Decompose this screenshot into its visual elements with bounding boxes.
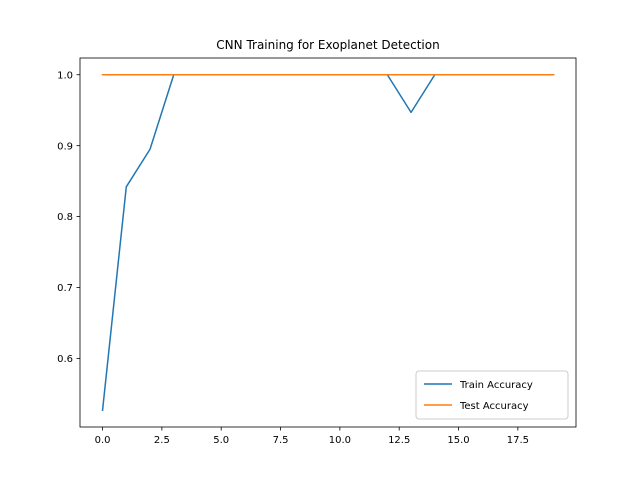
- x-tick-label: 0.0: [95, 435, 111, 446]
- x-tick-label: 7.5: [273, 435, 289, 446]
- x-tick-label: 10.0: [329, 435, 351, 446]
- y-tick-label: 1.0: [57, 70, 73, 81]
- y-tick-label: 0.7: [57, 283, 73, 294]
- legend: Train Accuracy Test Accuracy: [415, 370, 569, 420]
- axes-frame: [79, 57, 577, 428]
- y-tick-label: 0.8: [57, 212, 73, 223]
- x-axis: 0.0 2.5 5.0 7.5 10.0 12.5 15.0 17.5: [95, 427, 529, 446]
- y-tick-label: 0.9: [57, 141, 73, 152]
- plot-area: [79, 57, 577, 428]
- x-tick-label: 12.5: [388, 435, 410, 446]
- legend-label-train-accuracy: Train Accuracy: [459, 380, 533, 391]
- y-tick-label: 0.6: [57, 354, 73, 365]
- x-tick-label: 15.0: [447, 435, 469, 446]
- legend-label-test-accuracy: Test Accuracy: [459, 401, 529, 412]
- series-lines: [101, 73, 555, 412]
- chart-title: CNN Training for Exoplanet Detection: [216, 38, 439, 52]
- x-tick-label: 17.5: [507, 435, 529, 446]
- x-tick-label: 5.0: [213, 435, 229, 446]
- x-tick-label: 2.5: [154, 435, 170, 446]
- legend-box: [415, 370, 569, 420]
- y-axis: 0.6 0.7 0.8 0.9 1.0: [57, 70, 80, 365]
